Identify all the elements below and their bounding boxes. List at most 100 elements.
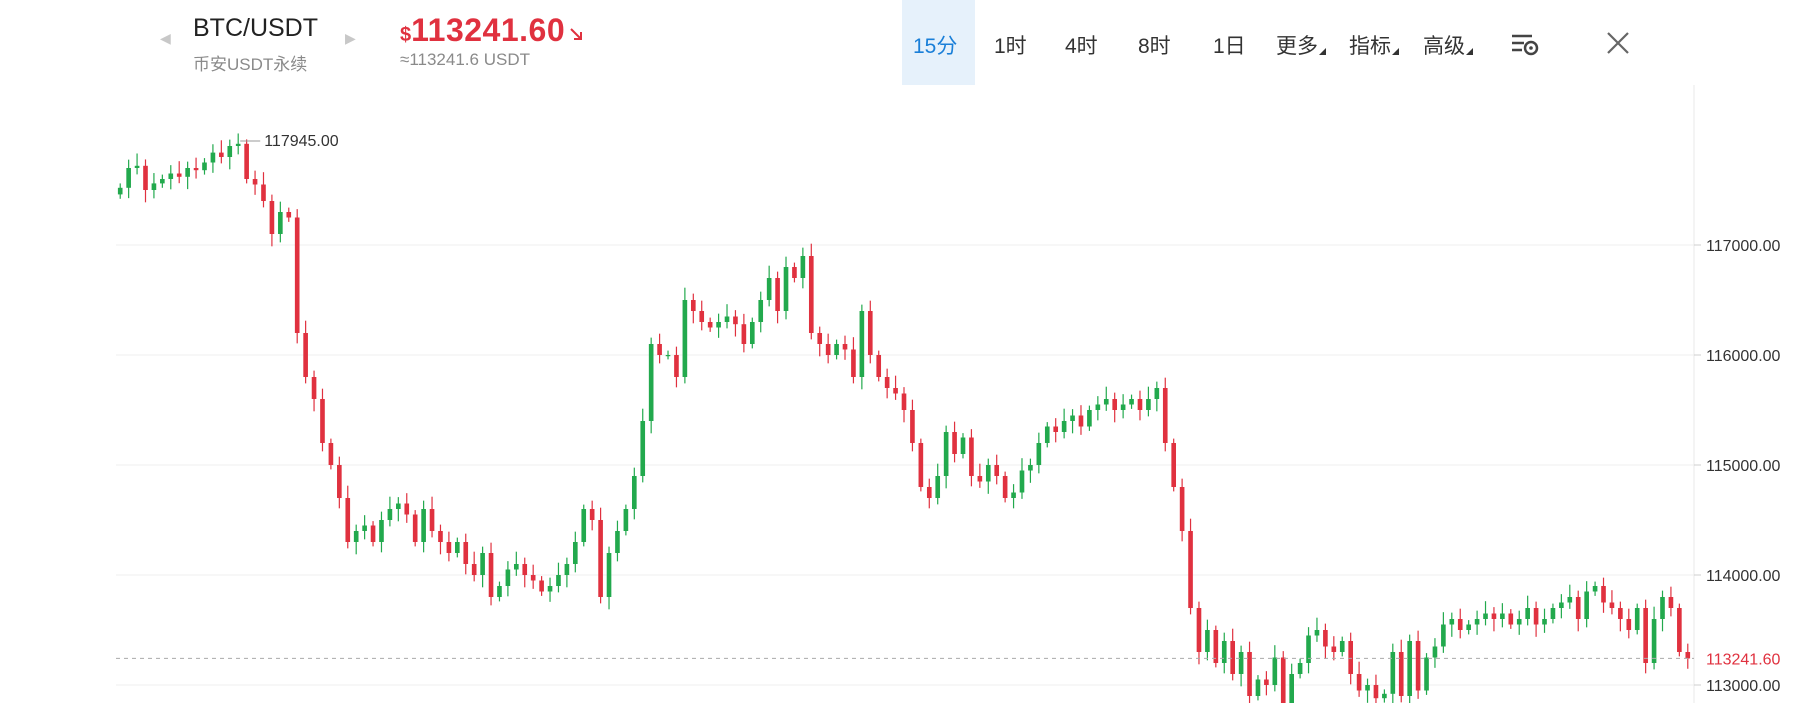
candle-body: [935, 476, 941, 498]
candle-body: [446, 542, 452, 553]
candle-body: [286, 212, 292, 218]
candle-body: [952, 432, 957, 454]
candle-body: [1230, 641, 1236, 674]
candle-body: [1525, 608, 1530, 619]
candle-body: [463, 542, 469, 564]
indicators-dropdown[interactable]: 指标: [1349, 30, 1399, 60]
candle-body: [1196, 608, 1202, 652]
candle-body: [1516, 619, 1522, 625]
candle-body: [758, 300, 764, 322]
candle-body: [1120, 404, 1126, 410]
candle-body: [631, 476, 637, 509]
candle-body: [252, 179, 258, 185]
candle-body: [1685, 652, 1691, 659]
candle-body: [1297, 663, 1303, 674]
close-icon[interactable]: [1604, 29, 1632, 62]
candle-body: [1078, 415, 1084, 427]
candle-body: [505, 569, 511, 586]
advanced-label: 高级: [1423, 35, 1465, 58]
candle-body: [278, 212, 283, 234]
candle-body: [985, 465, 991, 482]
candle-body: [1323, 630, 1328, 647]
candle-body: [117, 187, 123, 195]
tab-1h[interactable]: 1时: [994, 35, 1027, 58]
candle-body: [176, 173, 182, 177]
candle-body: [792, 267, 797, 278]
candle-body: [387, 509, 393, 520]
advanced-dropdown[interactable]: 高级: [1423, 30, 1473, 60]
candle-body: [1559, 602, 1564, 608]
candle-body: [353, 531, 359, 542]
chart-settings-icon[interactable]: [1509, 30, 1539, 63]
candle-body: [1044, 426, 1050, 443]
candle-body: [1474, 619, 1480, 625]
y-tick-label: 117000.00: [1706, 238, 1781, 255]
candle-body: [640, 421, 646, 476]
tab-15m[interactable]: 15分: [913, 35, 958, 58]
candle-body: [994, 465, 1000, 476]
candle-body: [623, 509, 629, 531]
candle-body: [834, 344, 839, 355]
candle-body: [1348, 641, 1353, 674]
candle-body: [1179, 487, 1185, 531]
candle-body: [564, 564, 570, 575]
candle-body: [235, 143, 241, 146]
candle-body: [311, 377, 317, 399]
candle-body: [168, 173, 174, 179]
candle-body: [876, 355, 882, 377]
candle-body: [1634, 608, 1640, 630]
chevron-right-icon[interactable]: ▶: [345, 30, 356, 46]
candle-body: [193, 168, 199, 171]
active-tab-highlight: [902, 0, 975, 85]
price-value: 113241.60: [411, 12, 566, 48]
candle-body: [766, 278, 772, 300]
candle-body: [1432, 646, 1438, 658]
candle-body: [859, 311, 865, 377]
candle-body: [1415, 641, 1421, 691]
candle-body: [480, 553, 485, 575]
candle-body: [1483, 613, 1488, 619]
candle-body: [1567, 597, 1573, 603]
candle-body: [1070, 415, 1075, 421]
candle-body: [1618, 608, 1623, 619]
candle-body: [1584, 591, 1589, 619]
tab-1d[interactable]: 1日: [1213, 35, 1246, 58]
candle-body: [926, 487, 932, 498]
candle-body: [1457, 619, 1463, 630]
chart-header: ◀ BTC/USDT 币安USDT永续 ▶ $113241.60 ≈113241…: [0, 0, 1800, 85]
candle-body: [808, 256, 814, 333]
candle-body: [1500, 613, 1505, 619]
candle-body: [210, 152, 216, 163]
tab-4h[interactable]: 4时: [1065, 35, 1098, 58]
candle-body: [851, 349, 856, 377]
candle-body: [775, 278, 780, 311]
candle-body: [1643, 608, 1648, 663]
candle-body: [370, 525, 376, 542]
candle-body: [867, 311, 873, 355]
candle-body: [800, 256, 806, 278]
pair-name[interactable]: BTC/USDT: [193, 14, 318, 42]
candle-body: [438, 531, 443, 542]
candle-body: [733, 316, 738, 325]
candle-body: [1491, 613, 1497, 619]
candle-body: [690, 300, 696, 311]
candle-body: [1255, 679, 1261, 696]
candle-body: [842, 344, 848, 350]
last-price: $113241.60: [400, 12, 584, 49]
candle-body: [1112, 399, 1118, 410]
candle-body: [657, 344, 662, 355]
chevron-left-icon[interactable]: ◀: [160, 30, 171, 46]
candle-body: [1087, 410, 1092, 427]
candle-body: [1129, 399, 1134, 405]
candle-body: [1137, 399, 1143, 410]
candle-body: [421, 509, 426, 542]
more-dropdown[interactable]: 更多: [1276, 30, 1326, 60]
tab-8h[interactable]: 8时: [1138, 35, 1171, 58]
candle-body: [1550, 608, 1556, 619]
candle-body: [648, 344, 654, 421]
candle-body: [303, 333, 308, 377]
candle-body: [151, 183, 157, 190]
candle-body: [1356, 674, 1362, 691]
candle-body: [227, 146, 233, 157]
